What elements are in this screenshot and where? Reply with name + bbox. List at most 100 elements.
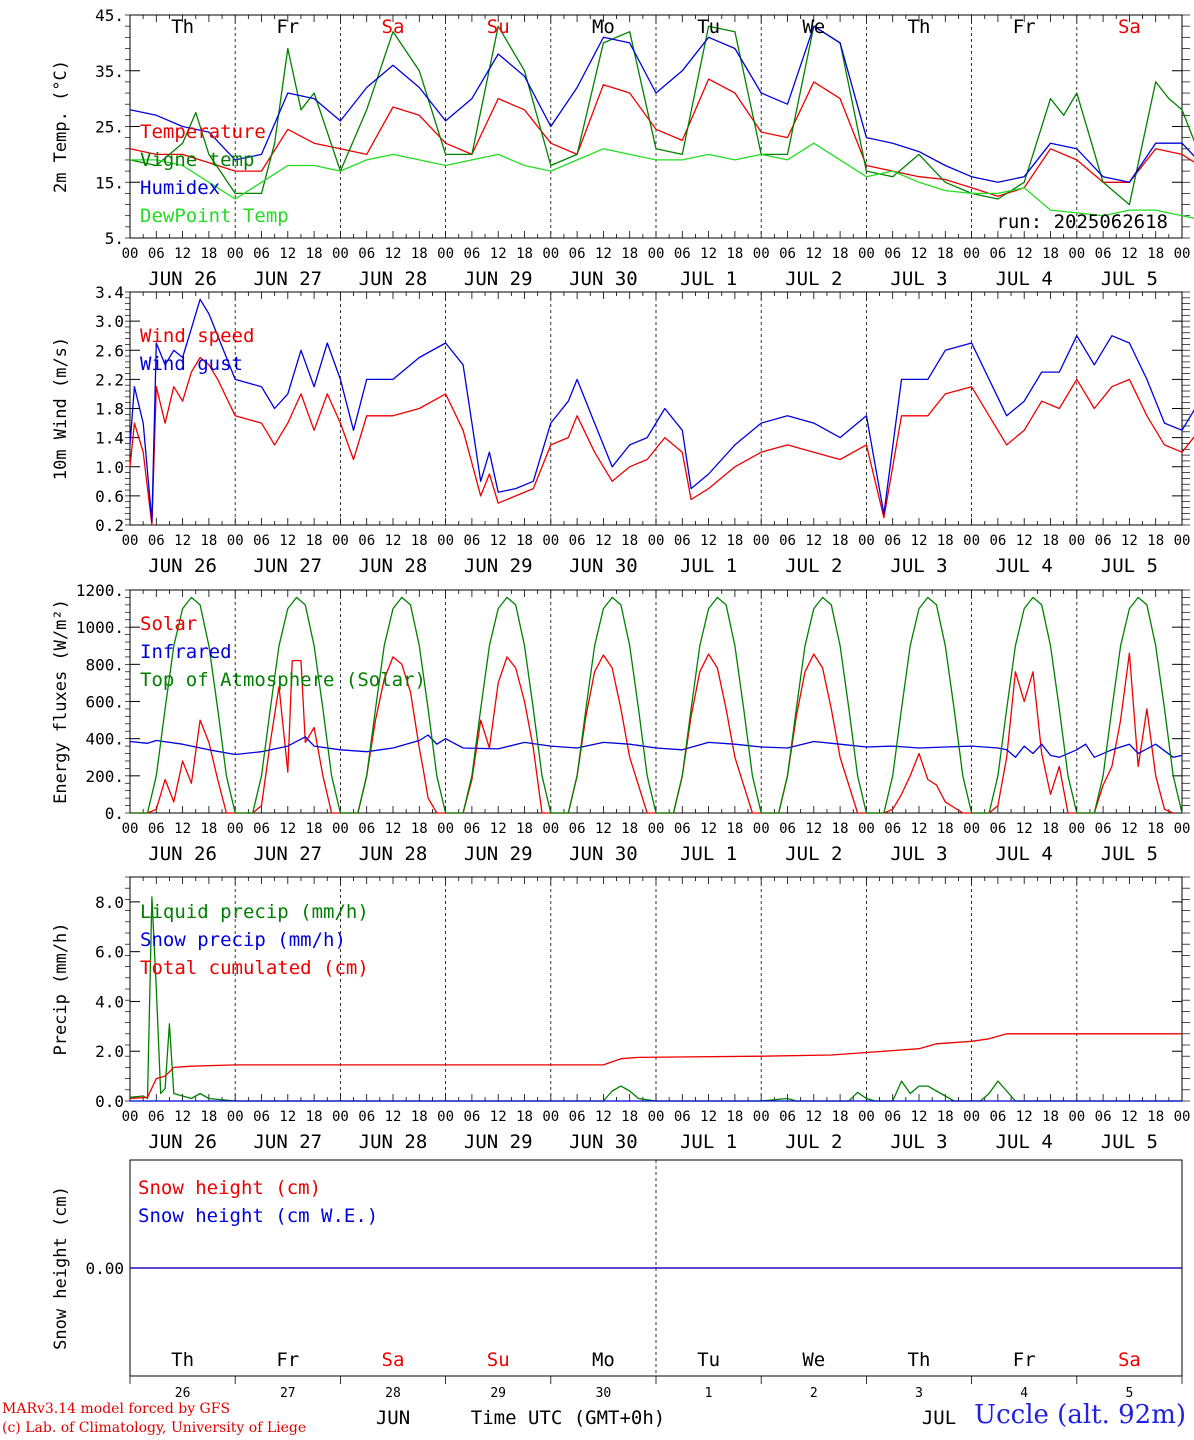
hour-tick-label: 12	[595, 821, 612, 837]
hour-tick-label: 18	[726, 533, 743, 549]
hour-tick-label: 00	[122, 246, 139, 262]
y-tick-label: 2.2	[95, 370, 124, 389]
hour-tick-label: 12	[1016, 1109, 1033, 1125]
hour-tick-label: 12	[805, 533, 822, 549]
hour-tick-label: 00	[227, 821, 244, 837]
series-line-top-of-atmosphere-solar-	[130, 596, 1183, 814]
hour-tick-label: 00	[1068, 533, 1085, 549]
hour-tick-label: 12	[174, 821, 191, 837]
panel-1: 5. 15. 25. 35. 45. 2m Temp. (°C) Temperature Vi…	[51, 6, 1194, 290]
legend-label: DewPoint Temp	[140, 205, 289, 227]
hour-tick-label: 06	[989, 533, 1006, 549]
hour-tick-label: 18	[200, 1109, 217, 1125]
hour-tick-label: 00	[648, 821, 665, 837]
hour-tick-label: 12	[490, 821, 507, 837]
hour-tick-label: 00	[122, 821, 139, 837]
hour-tick-label: 06	[463, 246, 480, 262]
hour-tick-label: 06	[884, 821, 901, 837]
hour-tick-label: 00	[753, 246, 770, 262]
hour-tick-label: 12	[805, 1109, 822, 1125]
hour-tick-label: 12	[174, 533, 191, 549]
hour-tick-label: 18	[516, 246, 533, 262]
date-label: JUL 4	[996, 555, 1053, 577]
hour-tick-label: 12	[385, 821, 402, 837]
y-tick-label: 6.0	[95, 943, 124, 962]
hour-tick-label: 06	[674, 533, 691, 549]
y-tick-label: 400.	[85, 730, 124, 749]
weekday-label: Th	[908, 1349, 931, 1371]
day-number-label: 3	[915, 1386, 923, 1401]
series-line-wind-gust	[129, 298, 1194, 523]
hour-tick-label: 06	[358, 821, 375, 837]
hour-tick-label: 06	[148, 533, 165, 549]
date-label: JUL 1	[680, 843, 737, 865]
hour-tick-label: 18	[411, 821, 428, 837]
hour-tick-label: 00	[1068, 246, 1085, 262]
date-label: JUN 28	[359, 555, 428, 577]
time-axis-label: Time UTC (GMT+0h)	[471, 1407, 665, 1429]
hour-tick-label: 06	[253, 533, 270, 549]
hour-tick-label: 06	[358, 1109, 375, 1125]
hour-tick-label: 12	[1121, 1109, 1138, 1125]
y-axis-label: 10m Wind (m/s)	[51, 337, 71, 480]
hour-tick-label: 00	[542, 821, 559, 837]
hour-tick-label: 12	[1016, 246, 1033, 262]
date-label: JUL 4	[996, 843, 1053, 865]
hour-tick-label: 12	[490, 1109, 507, 1125]
date-label: JUN 27	[253, 268, 322, 290]
weekday-label: Fr	[276, 1349, 299, 1371]
hour-tick-label: 18	[200, 533, 217, 549]
date-label: JUL 1	[680, 1131, 737, 1153]
date-label: JUN 26	[148, 268, 217, 290]
month-label-jun: JUN	[376, 1407, 410, 1429]
hour-tick-label: 18	[1147, 533, 1164, 549]
y-tick-label: 3.4	[95, 283, 124, 302]
date-label: JUN 30	[569, 555, 638, 577]
hour-tick-label: 18	[306, 533, 323, 549]
y-tick-label: 800.	[85, 655, 124, 674]
hour-tick-label: 06	[569, 821, 586, 837]
weekday-label: Mo	[592, 16, 615, 38]
hour-tick-label: 00	[437, 821, 454, 837]
y-tick-label: 8.0	[95, 893, 124, 912]
hour-tick-label: 06	[358, 246, 375, 262]
hour-tick-label: 12	[490, 533, 507, 549]
series-line-humidex	[129, 25, 1194, 183]
hour-tick-label: 06	[569, 1109, 586, 1125]
date-label: JUL 5	[1101, 843, 1158, 865]
series-line-vigne-temp	[129, 25, 1194, 206]
hour-tick-label: 00	[963, 821, 980, 837]
hour-tick-label: 18	[1042, 821, 1059, 837]
date-label: JUN 26	[148, 555, 217, 577]
legend-label: Top of Atmosphere (Solar)	[140, 669, 426, 691]
hour-tick-label: 18	[411, 1109, 428, 1125]
hour-tick-label: 00	[963, 1109, 980, 1125]
y-tick-label: 1.8	[95, 400, 124, 419]
day-number-label: 26	[175, 1386, 191, 1401]
hour-tick-label: 12	[1121, 246, 1138, 262]
hour-tick-label: 12	[700, 1109, 717, 1125]
hour-tick-label: 00	[227, 533, 244, 549]
hour-tick-label: 12	[911, 821, 928, 837]
hour-tick-label: 12	[279, 533, 296, 549]
legend-label: Total cumulated (cm)	[140, 957, 369, 979]
hour-tick-label: 18	[621, 246, 638, 262]
panel-4: 0.0 2.0 4.0 6.0 8.0 Precip (mm/h) Liquid preci…	[51, 876, 1191, 1153]
panel-3: 0. 200. 400. 600. 800. 1000. 1200. Energy fluxe…	[51, 581, 1190, 865]
date-label: JUN 29	[464, 843, 533, 865]
weekday-label: Fr	[276, 16, 299, 38]
hour-tick-label: 00	[332, 533, 349, 549]
hour-tick-label: 00	[858, 821, 875, 837]
hour-tick-label: 00	[858, 533, 875, 549]
date-label: JUN 29	[464, 1131, 533, 1153]
hour-tick-label: 00	[1068, 1109, 1085, 1125]
hour-tick-label: 18	[411, 246, 428, 262]
date-label: JUN 28	[359, 268, 428, 290]
hour-tick-label: 18	[621, 1109, 638, 1125]
hour-tick-label: 12	[595, 533, 612, 549]
date-label: JUN 27	[253, 1131, 322, 1153]
hour-tick-label: 12	[805, 821, 822, 837]
hour-tick-label: 12	[700, 533, 717, 549]
y-tick-label: 600.	[85, 693, 124, 712]
hour-tick-label: 00	[1174, 1109, 1191, 1125]
